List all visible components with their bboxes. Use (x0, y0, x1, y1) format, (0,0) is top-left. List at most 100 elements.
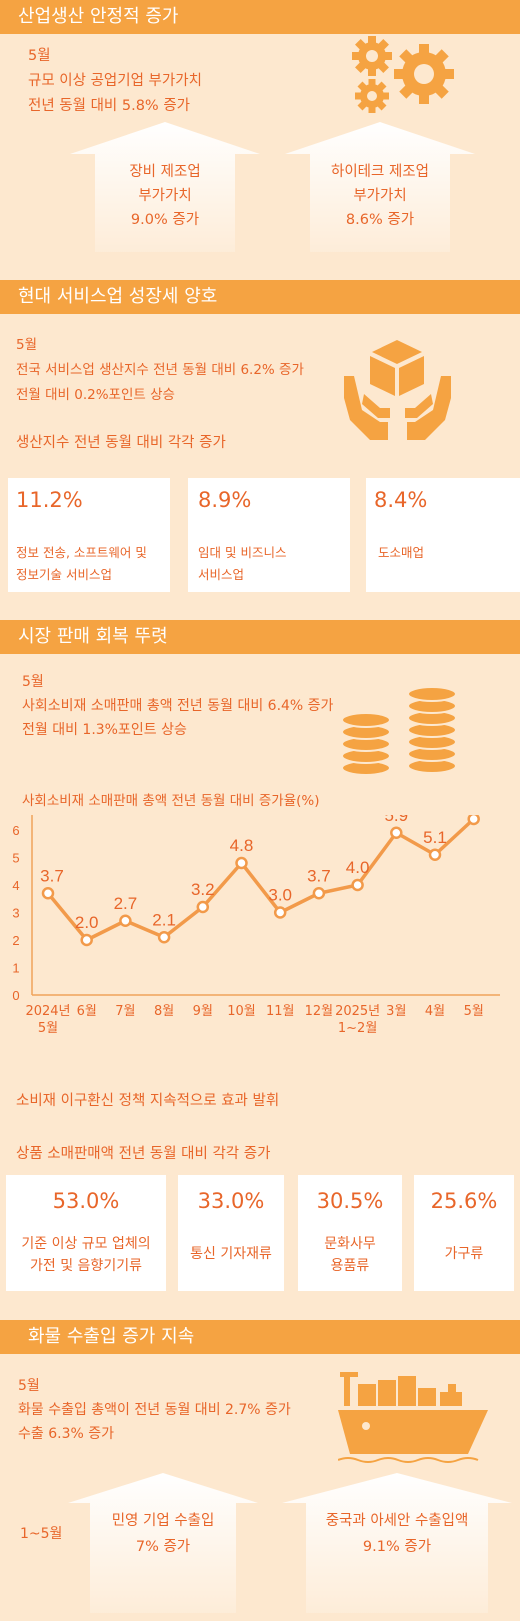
services-card: 8.9% 임대 및 비즈니스 서비스업 (188, 478, 350, 592)
data-point (351, 878, 364, 892)
stat-line: 부가가치 (353, 188, 407, 204)
up-arrow-shape (68, 1473, 258, 1613)
banner-title: 현대 서비스업 성장세 양호 (18, 286, 218, 307)
x-tick-label: 2024년 (25, 1004, 70, 1019)
services-subheading: 생산지수 전년 동월 대비 각각 증가 (16, 435, 226, 451)
trade-period: 1~5월 (20, 1526, 63, 1542)
retail-summary: 5월 사회소비재 소매판매 총액 전년 동월 대비 6.4% 증가 전월 대비 … (22, 670, 333, 742)
china-asean-trade-stat: 중국과 아세안 수출입액 9.1% 증가 (300, 1508, 494, 1560)
x-tick-label: 5월 (464, 1004, 484, 1019)
data-label: 2.7 (114, 894, 138, 913)
card-label-line: 임대 및 비즈니스 (198, 545, 287, 560)
data-point (196, 900, 210, 914)
x-tick-label: 5월 (38, 1021, 58, 1036)
trade-summary: 5월 화물 수출입 총액이 전년 동월 대비 2.7% 증가 수출 6.3% 증… (18, 1374, 291, 1446)
data-label: 4.0 (346, 858, 370, 877)
x-tick-label: 3월 (386, 1004, 406, 1019)
y-tick-label: 4 (12, 878, 19, 893)
retail-category-card: 30.5% 문화사무 용품류 (298, 1175, 402, 1291)
data-point (119, 914, 132, 927)
summary-line: 전국 서비스업 생산지수 전년 동월 대비 6.2% 증가 (16, 362, 304, 378)
data-point (157, 931, 171, 944)
y-tick-label: 3 (12, 906, 19, 921)
card-value: 25.6% (430, 1189, 498, 1213)
stat-line: 8.6% 증가 (345, 212, 415, 228)
data-label: 3.7 (40, 866, 64, 885)
summary-month: 5월 (18, 1378, 40, 1394)
summary-line: 화물 수출입 총액이 전년 동월 대비 2.7% 증가 (18, 1402, 291, 1418)
stat-line: 7% 증가 (135, 1539, 191, 1555)
card-label: 도소매업 (378, 542, 424, 564)
chart-title: 사회소비재 소매판매 총액 전년 동월 대비 증가율(%) (22, 793, 320, 809)
section-banner-retail: 시장 판매 회복 뚜렷 (0, 620, 520, 654)
card-label-line: 통신 기자재류 (190, 1246, 272, 1262)
data-label: 2.1 (152, 910, 176, 929)
y-tick-label: 6 (12, 823, 19, 838)
stat-line: 9.0% 증가 (130, 212, 200, 228)
card-label-line: 가전 및 음향기기류 (30, 1258, 142, 1274)
banner-title: 시장 판매 회복 뚜렷 (18, 626, 168, 647)
up-arrow-shape (285, 122, 475, 252)
y-tick-label: 2 (12, 933, 19, 948)
policy-note: 소비재 이구환신 정책 지속적으로 효과 발휘 (16, 1093, 280, 1109)
retail-category-card: 25.6% 가구류 (414, 1175, 514, 1291)
x-tick-label: 11월 (266, 1004, 295, 1019)
x-tick-label: 12월 (305, 1004, 334, 1019)
data-point (273, 906, 287, 919)
data-point (41, 887, 55, 900)
card-label-line: 용품류 (330, 1258, 370, 1274)
up-arrow-shape (70, 122, 260, 252)
card-label: 문화사무 용품류 (298, 1233, 402, 1277)
equipment-manufacturing-stat: 장비 제조업 부가가치 9.0% 증가 (95, 160, 235, 232)
card-label-line: 정보 전송, 소프트웨어 및 (16, 545, 147, 560)
x-tick-label: 1~2월 (338, 1021, 377, 1036)
data-label: 3.7 (307, 866, 331, 885)
card-value: 11.2% (16, 488, 83, 512)
stat-line: 장비 제조업 (129, 164, 201, 180)
card-value: 53.0% (52, 1189, 120, 1213)
card-label-line: 도소매업 (378, 545, 425, 560)
card-label: 기준 이상 규모 업체의 가전 및 음향기기류 (6, 1233, 166, 1277)
retail-subheading: 상품 소매판매액 전년 동월 대비 각각 증가 (16, 1146, 271, 1162)
x-tick-label: 8월 (154, 1004, 174, 1019)
card-value: 8.4% (374, 488, 428, 512)
card-label: 정보 전송, 소프트웨어 및 정보기술 서비스업 (16, 542, 147, 586)
card-label-line: 가구류 (444, 1246, 484, 1262)
summary-month: 5월 (28, 48, 51, 64)
retail-category-card: 53.0% 기준 이상 규모 업체의 가전 및 음향기기류 (6, 1175, 166, 1291)
card-label-line: 정보기술 서비스업 (16, 567, 112, 582)
services-summary: 5월 전국 서비스업 생산지수 전년 동월 대비 6.2% 증가 전월 대비 0… (16, 333, 304, 408)
y-tick-label: 5 (12, 851, 19, 866)
data-point (80, 933, 93, 947)
retail-growth-line-chart: 012345673.72.02.72.13.24.83.03.74.05.95.… (12, 815, 500, 1036)
card-label-line: 서비스업 (198, 567, 245, 582)
services-card: 8.4% 도소매업 (366, 478, 520, 592)
private-enterprise-trade-stat: 민영 기업 수출입 7% 증가 (80, 1508, 246, 1560)
services-card: 11.2% 정보 전송, 소프트웨어 및 정보기술 서비스업 (8, 478, 170, 592)
card-value: 33.0% (197, 1189, 265, 1213)
data-label: 5.1 (423, 828, 447, 847)
summary-line: 전월 대비 1.3%포인트 상승 (22, 722, 187, 738)
gears-icon (352, 36, 454, 113)
data-point (312, 887, 326, 900)
data-label: 3.0 (268, 886, 292, 905)
stat-line: 9.1% 증가 (362, 1539, 432, 1555)
summary-month: 5월 (22, 674, 44, 690)
data-point (235, 856, 248, 870)
data-point (390, 826, 403, 839)
banner-title: 화물 수출입 증가 지속 (28, 1326, 195, 1347)
data-point (467, 815, 480, 826)
y-tick-label: 1 (12, 961, 19, 976)
summary-line: 사회소비재 소매판매 총액 전년 동월 대비 6.4% 증가 (22, 698, 334, 714)
section-banner-trade: 화물 수출입 증가 지속 (0, 1320, 520, 1354)
series-line (46, 817, 475, 942)
stat-line: 하이테크 제조업 (331, 164, 429, 180)
card-label-line: 기준 이상 규모 업체의 (21, 1236, 151, 1252)
data-label: 5.9 (384, 815, 408, 825)
card-value: 8.9% (198, 488, 252, 512)
section-banner-industry: 산업생산 안정적 증가 (0, 0, 520, 34)
card-label: 임대 및 비즈니스 서비스업 (198, 542, 286, 586)
summary-month: 5월 (16, 337, 38, 353)
summary-line: 전월 대비 0.2%포인트 상승 (16, 387, 175, 403)
stat-line: 부가가치 (138, 188, 192, 204)
